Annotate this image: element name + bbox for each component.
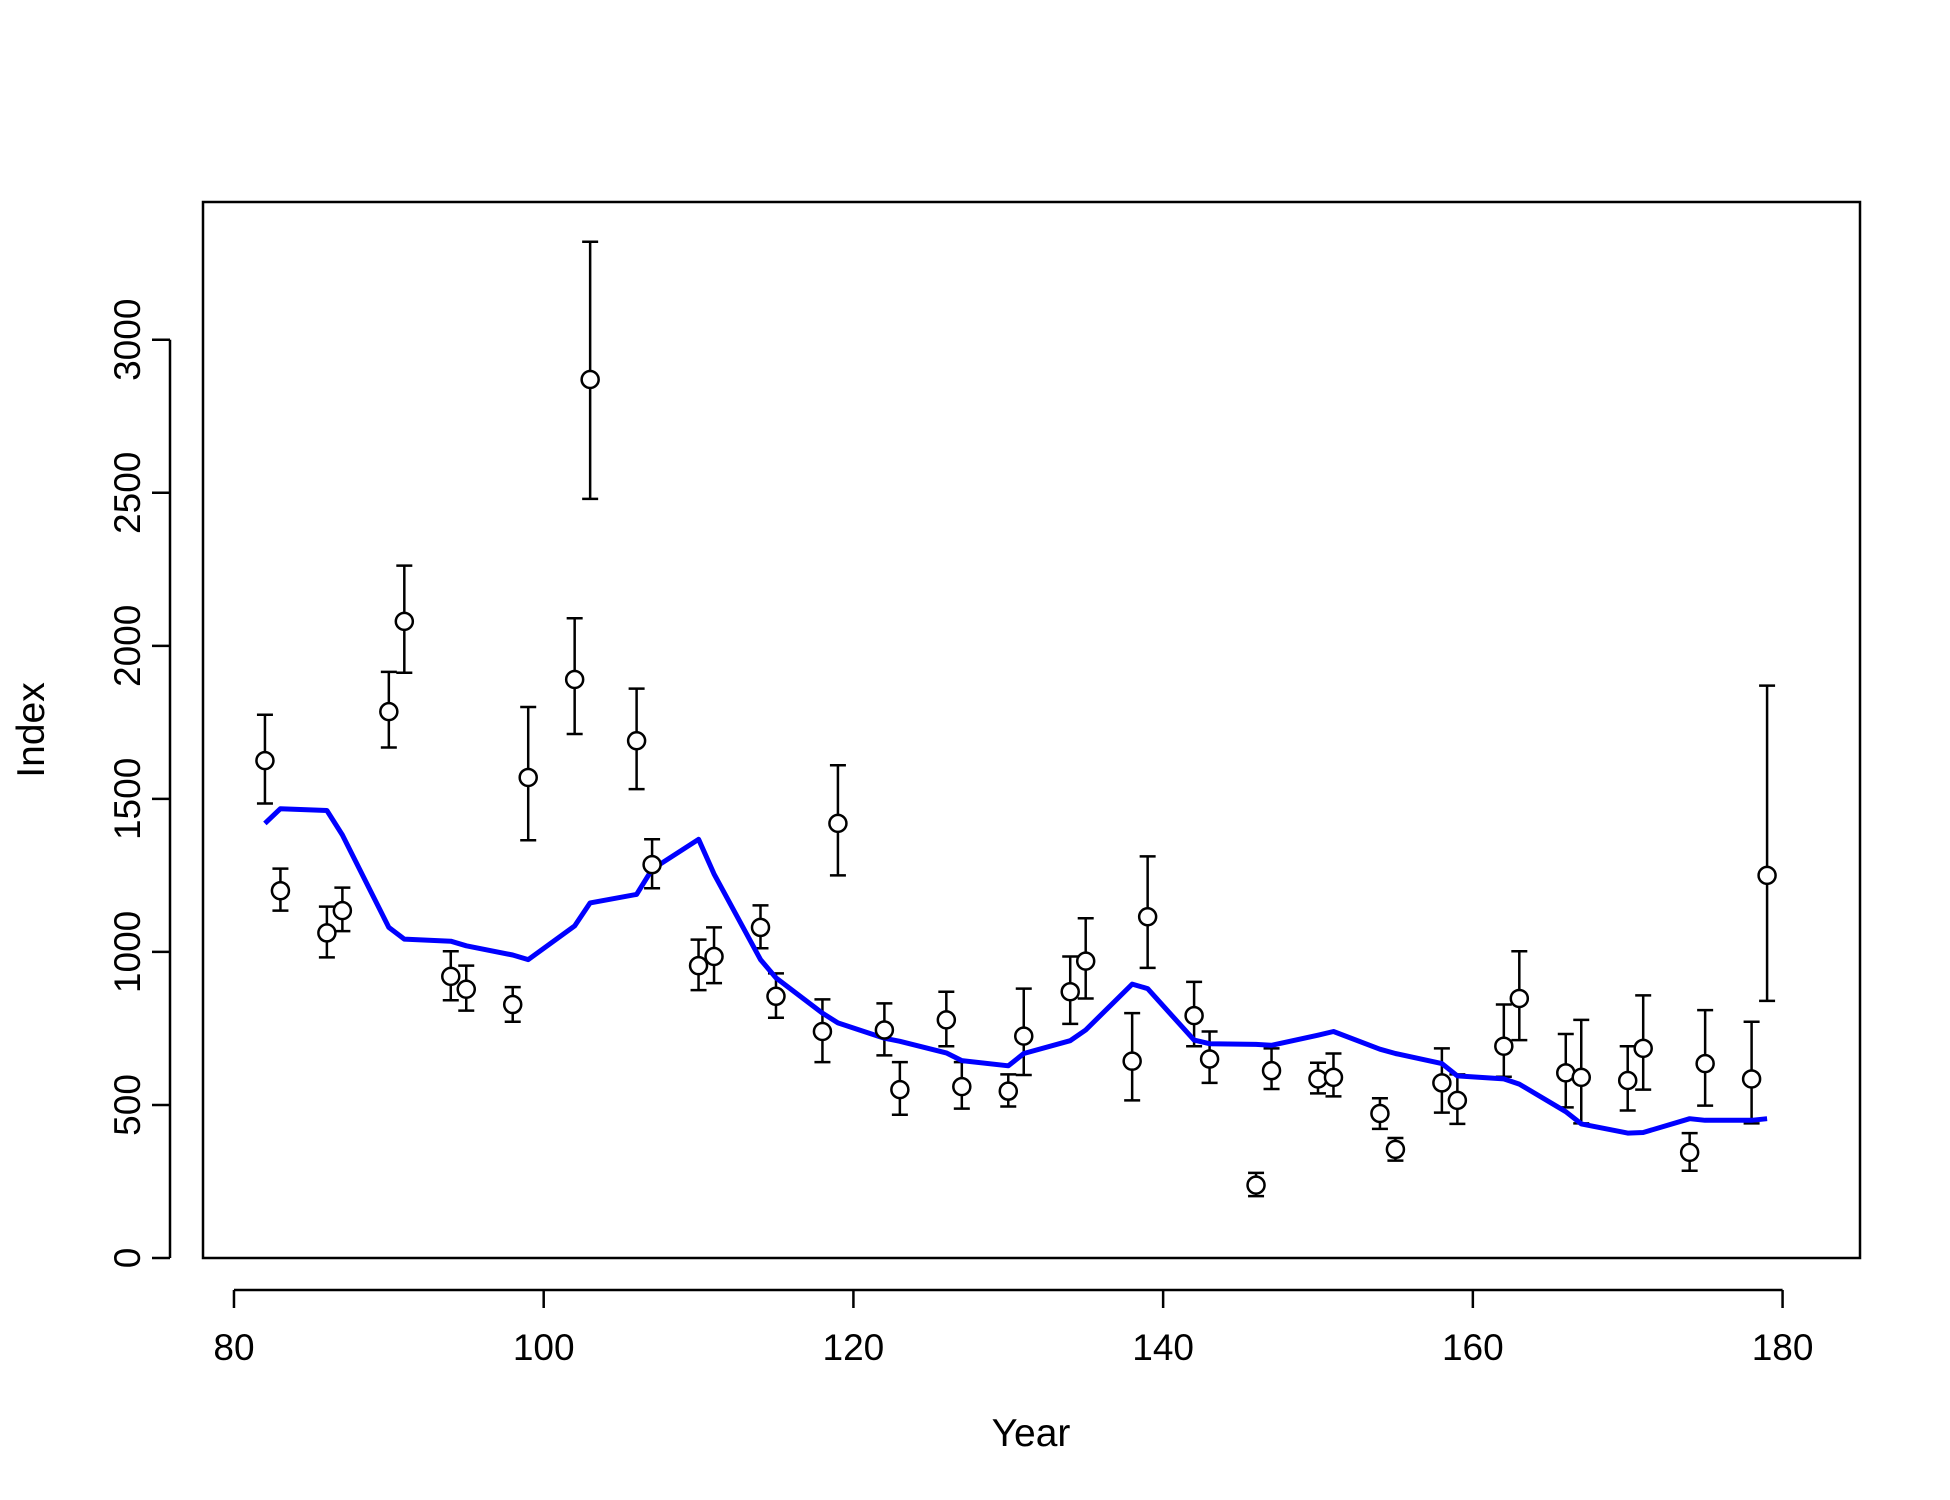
observed-points	[255, 369, 1777, 1195]
data-point	[890, 1079, 910, 1100]
data-point	[441, 966, 461, 987]
data-point	[626, 730, 647, 751]
x-axis-title: Year	[992, 1412, 1071, 1455]
data-point	[1494, 1036, 1514, 1056]
data-point	[1695, 1053, 1715, 1074]
x-tick-label: 120	[823, 1327, 885, 1368]
data-point	[564, 669, 585, 690]
data-point	[952, 1076, 972, 1097]
data-point	[642, 854, 662, 875]
data-point	[1261, 1060, 1282, 1081]
data-point	[1432, 1073, 1452, 1093]
fitted-line-layer	[263, 806, 1768, 1136]
data-point	[1122, 1051, 1142, 1071]
data-point	[766, 986, 786, 1007]
data-point	[936, 1010, 957, 1030]
y-tick-label: 2000	[107, 605, 148, 687]
data-point	[456, 979, 477, 1000]
data-point	[1617, 1070, 1638, 1091]
y-tick-label: 2500	[107, 452, 148, 534]
y-axis-title: Index	[10, 682, 53, 778]
data-point	[1323, 1067, 1344, 1088]
data-point	[1075, 951, 1096, 971]
data-point	[332, 900, 353, 921]
data-point	[1741, 1069, 1762, 1089]
data-point	[1246, 1175, 1266, 1195]
y-axis: 0 500 1000 1500 2000 2500 3000	[107, 299, 172, 1269]
error-bars	[256, 240, 1776, 1198]
data-point	[688, 955, 709, 976]
data-point	[1447, 1090, 1468, 1111]
data-point	[1184, 1005, 1204, 1026]
data-point	[1679, 1142, 1700, 1163]
data-point	[1633, 1038, 1653, 1059]
data-point	[1137, 906, 1158, 927]
data-point	[1060, 981, 1080, 1002]
y-tick-label: 3000	[107, 299, 148, 381]
x-tick-label: 180	[1752, 1327, 1814, 1368]
data-point	[270, 880, 291, 901]
data-point	[704, 946, 724, 967]
data-point	[828, 813, 848, 834]
x-tick-label: 160	[1442, 1327, 1504, 1368]
data-point	[998, 1081, 1019, 1101]
data-point	[874, 1020, 895, 1040]
data-point	[1757, 865, 1777, 886]
data-point	[1385, 1139, 1406, 1160]
y-tick-label: 0	[107, 1248, 148, 1269]
data-point	[812, 1021, 833, 1042]
x-tick-label: 100	[513, 1327, 575, 1368]
x-tick-label: 80	[213, 1327, 254, 1368]
y-tick-label: 500	[107, 1074, 148, 1136]
y-tick-label: 1000	[107, 911, 148, 993]
data-point	[502, 994, 523, 1015]
data-point	[750, 917, 771, 938]
data-point	[1370, 1103, 1390, 1124]
data-point	[580, 369, 600, 390]
data-point	[394, 611, 415, 632]
data-point	[379, 701, 399, 722]
y-tick-label: 1500	[107, 758, 148, 840]
x-tick-label: 140	[1132, 1327, 1194, 1368]
data-point	[1571, 1067, 1592, 1088]
data-point	[317, 923, 337, 943]
data-point	[1199, 1049, 1220, 1069]
data-point	[255, 750, 275, 771]
data-point	[1509, 988, 1530, 1009]
data-point	[1014, 1026, 1034, 1046]
fitted-line	[263, 806, 1768, 1136]
data-point	[518, 767, 538, 788]
plot-frame	[201, 200, 1862, 1260]
x-axis: 80 100 120 140 160 180	[213, 1288, 1814, 1368]
